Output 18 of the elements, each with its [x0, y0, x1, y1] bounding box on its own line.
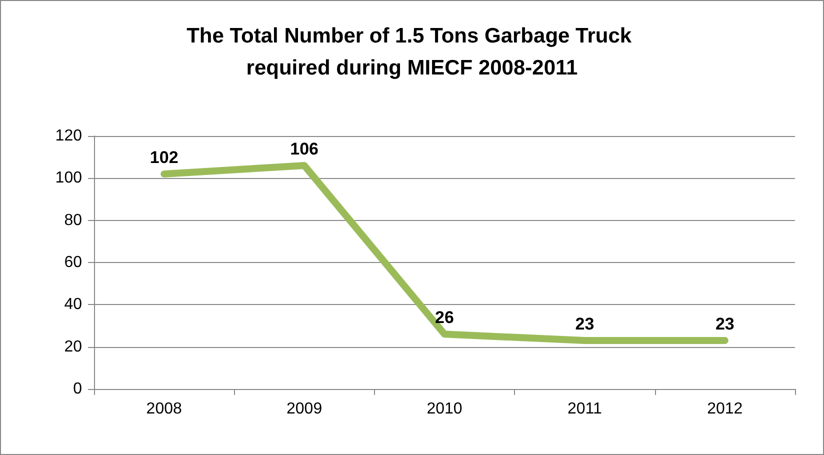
data-label: 106	[290, 140, 318, 159]
y-tick-label: 100	[55, 170, 82, 187]
x-tick-label: 2012	[707, 400, 743, 418]
chart-title: The Total Number of 1.5 Tons Garbage Truck required during MIECF 2008-2011	[186, 24, 638, 80]
data-label: 23	[575, 314, 594, 334]
y-tick-label: 40	[64, 296, 82, 314]
x-tick-label: 2011	[567, 400, 602, 418]
data-label: 26	[435, 308, 454, 328]
y-tick-label: 120	[55, 128, 82, 144]
y-tick-label: 20	[64, 338, 82, 356]
x-tick-label: 2010	[426, 400, 462, 418]
x-tick-label: 2008	[146, 400, 182, 418]
data-label: 102	[150, 148, 178, 167]
y-tick-label: 60	[64, 254, 82, 271]
x-tick-label: 2009	[286, 400, 322, 418]
y-tick-label: 0	[73, 380, 82, 398]
y-tick-label: 80	[64, 212, 82, 229]
data-label: 23	[715, 314, 734, 334]
